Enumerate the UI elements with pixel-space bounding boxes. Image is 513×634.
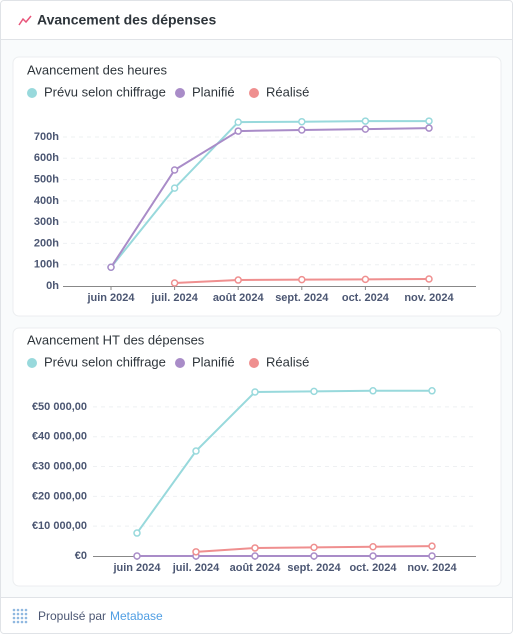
x-tick-label: juil. 2024 [150,292,198,304]
x-tick-label: juin 2024 [112,562,161,574]
legend-marker [249,88,259,98]
metabase-logo [12,608,28,624]
data-point [234,118,242,126]
data-point [310,543,318,552]
data-point [170,166,179,174]
footer-bar [1,598,512,633]
y-tick-label: €20 000,00 [32,490,87,502]
legend-label: Prévu selon chiffrage [44,84,166,99]
data-point [133,552,141,560]
y-tick-label: €40 000,00 [32,431,87,443]
data-point [310,552,318,560]
data-point [298,117,306,126]
data-point [369,543,377,551]
data-point [192,548,200,556]
legend-label: Planifié [192,84,235,99]
legend-marker [249,358,259,368]
data-point [361,125,370,133]
card [12,327,502,587]
x-tick-label: nov. 2024 [407,562,457,574]
header-icon [18,15,32,26]
legend-marker [175,88,185,98]
legend-label: Planifié [192,354,235,369]
data-point [428,542,436,550]
chart-title: Avancement HT des dépenses [27,332,205,347]
series-line [136,389,432,534]
data-point [170,279,179,287]
data-point [298,126,306,134]
data-point [425,117,433,125]
x-tick-label: juil. 2024 [172,562,220,574]
legend-label: Réalisé [266,354,309,369]
data-point [251,388,259,396]
footer-link[interactable]: Metabase [110,609,163,623]
legend-label: Prévu selon chiffrage [44,354,166,369]
y-tick-label: 400h [34,195,59,207]
y-tick-label: 600h [34,152,59,164]
data-point [251,544,259,552]
data-point [310,387,318,396]
data-point [369,387,377,395]
x-tick-label: sept. 2024 [275,292,329,304]
data-point [361,117,370,125]
x-tick-label: nov. 2024 [404,292,454,304]
data-point [133,529,141,537]
header-title: Avancement des dépenses [37,12,216,28]
data-point [234,276,242,284]
data-point [107,263,115,272]
data-point [234,127,242,135]
y-tick-label: €30 000,00 [32,460,87,472]
series-line [110,120,429,268]
y-tick-label: €10 000,00 [32,520,87,532]
y-tick-label: 300h [34,216,59,228]
legend-marker [27,358,37,368]
y-tick-label: 200h [34,237,59,249]
y-tick-label: 0h [46,280,59,292]
x-tick-label: sept. 2024 [287,562,341,574]
data-point [361,275,370,284]
x-tick-label: oct. 2024 [342,292,390,304]
x-tick-label: août 2024 [230,562,282,574]
y-tick-label: 500h [34,173,59,185]
data-point [425,275,433,283]
header-bar [1,1,512,39]
data-point [170,184,179,192]
y-tick-label: €0 [75,550,87,562]
data-point [425,124,433,132]
series-line [110,127,430,268]
y-tick-label: €50 000,00 [32,401,87,413]
y-tick-label: 100h [34,259,59,271]
legend-marker [27,88,37,98]
y-tick-label: 700h [34,131,59,143]
data-point [192,447,200,455]
x-tick-label: juin 2024 [86,292,135,304]
legend-label: Réalisé [266,84,309,99]
x-tick-label: août 2024 [213,292,265,304]
data-point [369,552,377,560]
x-tick-label: oct. 2024 [349,562,397,574]
legend-marker [175,358,185,368]
data-point [298,275,306,284]
data-point [428,387,436,395]
data-point [251,552,259,560]
chart-title: Avancement des heures [27,62,167,77]
footer-text: Propulsé par [38,609,106,623]
data-point [428,552,436,560]
